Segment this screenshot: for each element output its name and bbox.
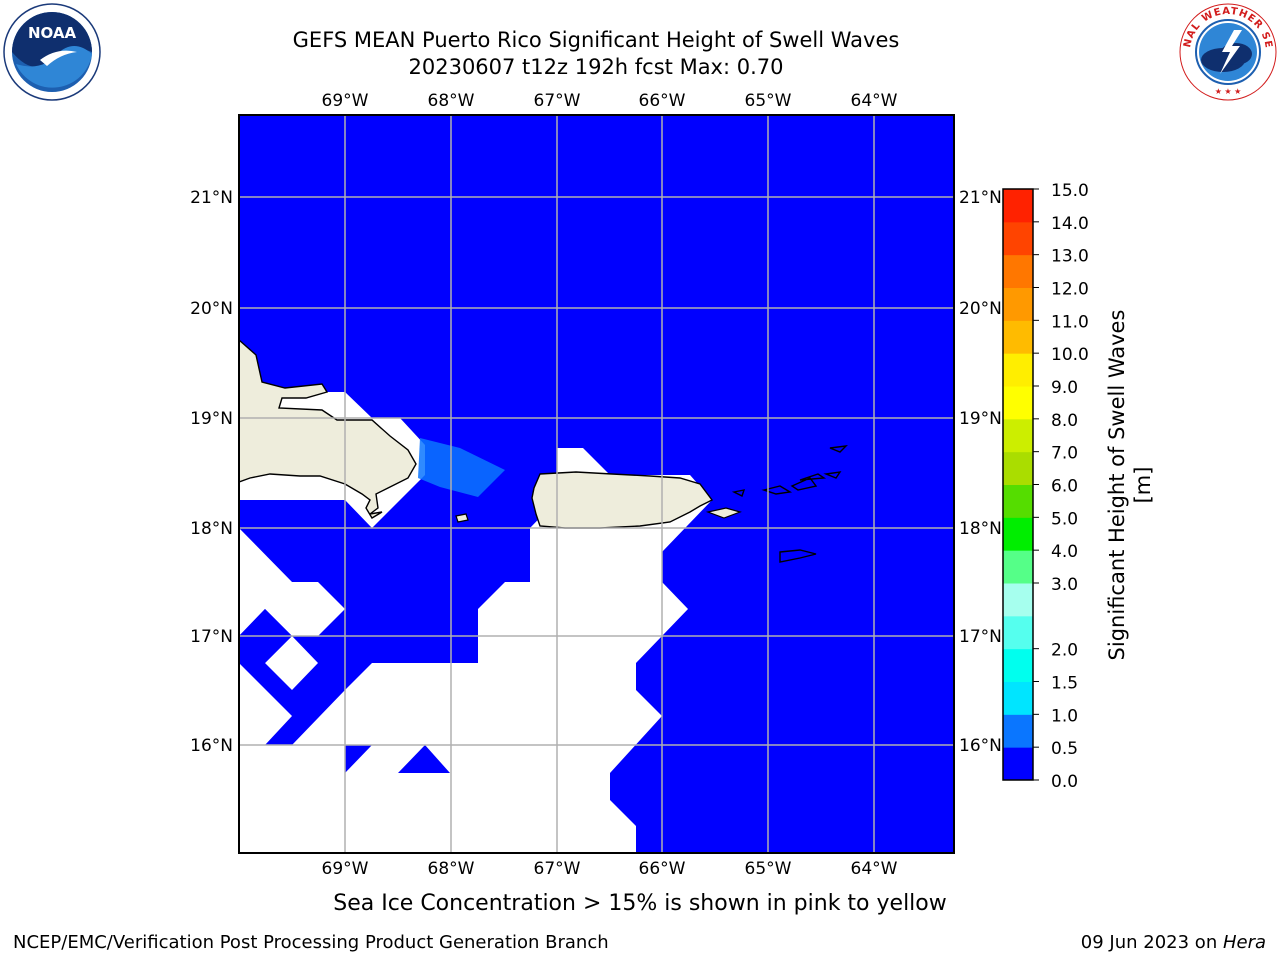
- colorbar-swatch: [1003, 681, 1033, 715]
- colorbar-tick-label: 9.0: [1051, 378, 1078, 398]
- footer-date: 09 Jun 2023 on Hera: [1081, 932, 1266, 953]
- swell-patch-a: [345, 745, 372, 773]
- colorbar-label: Significant Height of Swell Waves [m]: [1105, 309, 1155, 661]
- nodata-island-hole: [265, 636, 318, 690]
- lat-labels-left: 21°N 20°N 19°N 18°N 17°N 16°N: [190, 188, 233, 756]
- colorbar-swatch: [1003, 418, 1033, 453]
- lat-label: 16°N: [190, 736, 233, 756]
- lon-label: 64°W: [851, 859, 898, 879]
- lat-labels-right: 21°N 20°N 19°N 18°N 17°N 16°N: [959, 188, 1002, 756]
- colorbar-tick-label: 6.0: [1051, 477, 1078, 497]
- colorbar-swatch: [1003, 550, 1033, 584]
- lon-labels-top: 69°W 68°W 67°W 66°W 65°W 64°W: [322, 91, 898, 111]
- colorbar-tick-label: 0.0: [1051, 772, 1078, 792]
- colorbar-tick-label: 13.0: [1051, 247, 1089, 267]
- colorbar-swatch: [1003, 714, 1033, 748]
- lon-label: 69°W: [322, 91, 369, 111]
- lat-label: 19°N: [190, 409, 233, 429]
- lat-label: 19°N: [959, 409, 1002, 429]
- colorbar-tick-label: 1.0: [1051, 706, 1078, 726]
- lon-label: 65°W: [745, 859, 792, 879]
- colorbar-tick-label: 14.0: [1051, 214, 1089, 234]
- colorbar-swatch: [1003, 484, 1033, 518]
- lon-label: 67°W: [534, 859, 581, 879]
- lat-label: 21°N: [190, 188, 233, 208]
- lon-labels-bottom: 69°W 68°W 67°W 66°W 65°W 64°W: [322, 859, 898, 879]
- map-panel: [238, 114, 955, 854]
- colorbar-tick-label: 15.0: [1051, 181, 1089, 201]
- footer-credit: NCEP/EMC/Verification Post Processing Pr…: [13, 932, 609, 953]
- colorbar-tick-label: 1.5: [1051, 674, 1078, 694]
- noaa-logo-text: NOAA: [28, 24, 77, 42]
- nws-stars-icon: ★ ★ ★: [1215, 87, 1242, 96]
- land-hispaniola: [239, 339, 417, 519]
- lon-label: 65°W: [745, 91, 792, 111]
- lon-label: 69°W: [322, 859, 369, 879]
- lat-label: 17°N: [959, 627, 1002, 647]
- lat-label: 18°N: [959, 519, 1002, 539]
- noaa-logo: NOAA: [3, 3, 101, 101]
- footer-host: Hera: [1222, 932, 1266, 953]
- colorbar-swatch: [1003, 648, 1033, 682]
- map-frame: [238, 114, 955, 854]
- colorbar-swatch: [1003, 451, 1033, 485]
- colorbar-swatch: [1003, 254, 1033, 288]
- lat-label: 20°N: [959, 299, 1002, 319]
- nws-logo: NATIONAL WEATHER SERVICE ★ ★ ★: [1178, 2, 1277, 101]
- lon-label: 68°W: [428, 91, 475, 111]
- chart-subtitle: 20230607 t12z 192h fcst Max: 0.70: [408, 55, 784, 79]
- lat-label: 18°N: [190, 519, 233, 539]
- graticule: [239, 115, 954, 853]
- lat-label: 16°N: [959, 736, 1002, 756]
- land-st-croix: [779, 549, 817, 563]
- footer-date-text: 09 Jun 2023 on: [1080, 932, 1223, 953]
- colorbar-tick-label: 8.0: [1051, 411, 1078, 431]
- colorbar-swatch: [1003, 287, 1033, 321]
- land-vieques: [705, 507, 742, 519]
- swell-patch-b: [398, 745, 450, 773]
- lon-label: 67°W: [534, 91, 581, 111]
- colorbar-swatch: [1003, 386, 1033, 420]
- colorbar-tick-label: 5.0: [1051, 509, 1078, 529]
- colorbar-tick-label: 0.5: [1051, 739, 1078, 759]
- land-puerto-rico: [531, 471, 714, 529]
- sea-ice-note: Sea Ice Concentration > 15% is shown in …: [333, 891, 947, 916]
- colorbar-swatch: [1003, 583, 1033, 617]
- lat-label: 17°N: [190, 627, 233, 647]
- colorbar-swatch: [1003, 615, 1033, 650]
- colorbar-tick-label: 3.0: [1051, 575, 1078, 595]
- colorbar: 0.0 0.5 1.0 1.5 2.0 3.0 4.0 5.0 6.0 7.0 8.0 9.0 10.0…: [1002, 181, 1089, 792]
- colorbar-swatch: [1003, 353, 1033, 387]
- lon-label: 64°W: [851, 91, 898, 111]
- lon-label: 68°W: [428, 859, 475, 879]
- colorbar-swatch: [1003, 189, 1033, 223]
- swell-patch-mona: [418, 438, 505, 497]
- colorbar-swatch: [1003, 747, 1033, 781]
- colorbar-tick-label: 4.0: [1051, 542, 1078, 562]
- colorbar-swatch: [1003, 320, 1033, 354]
- land-virgin-islands: [731, 445, 848, 497]
- colorbar-tick-label: 2.0: [1051, 641, 1078, 661]
- land-mona-island: [455, 513, 469, 523]
- colorbar-tick-label: 12.0: [1051, 280, 1089, 300]
- colorbar-tick-label: 11.0: [1051, 312, 1089, 332]
- lat-label: 20°N: [190, 299, 233, 319]
- lon-label: 66°W: [639, 91, 686, 111]
- nodata-region-south: [239, 528, 450, 773]
- lon-label: 66°W: [639, 859, 686, 879]
- lat-label: 21°N: [959, 188, 1002, 208]
- colorbar-tick-label: 7.0: [1051, 444, 1078, 464]
- colorbar-swatch: [1003, 221, 1033, 256]
- colorbar-tick-label: 10.0: [1051, 345, 1089, 365]
- chart-title: GEFS MEAN Puerto Rico Significant Height…: [292, 28, 900, 52]
- colorbar-swatch: [1003, 517, 1033, 551]
